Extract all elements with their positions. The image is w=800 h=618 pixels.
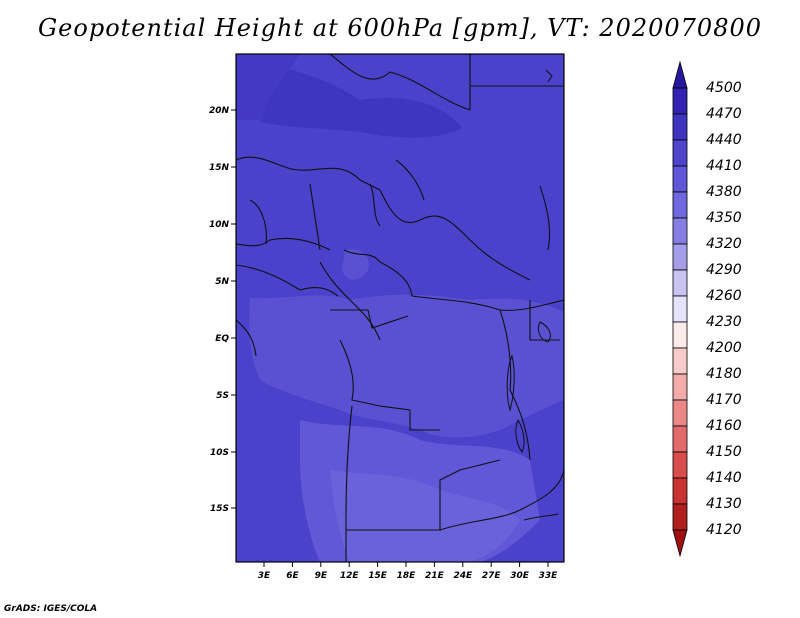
colorbar-level-label: 4350: [706, 210, 742, 226]
colorbar-segment: [672, 503, 688, 531]
colorbar-segment: [672, 373, 688, 401]
lat-label: EQ: [215, 334, 229, 344]
colorbar-level-label: 4500: [706, 80, 742, 96]
colorbar-segment: [672, 425, 688, 453]
colorbar-segment: [672, 139, 688, 167]
country-borders: [236, 54, 564, 562]
colorbar-level-label: 4470: [706, 106, 742, 122]
colorbar-level-label: 4150: [706, 444, 742, 460]
lon-label: 27E: [482, 571, 502, 581]
colorbar-segment: [672, 529, 688, 558]
colorbar-segment: [672, 243, 688, 271]
colorbar-segment: [672, 321, 688, 349]
colorbar-segment: [672, 451, 688, 479]
colorbar-level-label: 4170: [706, 392, 742, 408]
colorbar-level-label: 4380: [706, 184, 742, 200]
colorbar-segment: [672, 217, 688, 245]
lon-label: 9E: [315, 571, 328, 581]
field-lighter-equatorial: [249, 294, 564, 438]
colorbar-segment: [672, 295, 688, 323]
field-lightest-south: [330, 470, 520, 562]
map-frame: [235, 53, 565, 563]
lon-label: 30E: [510, 571, 530, 581]
lon-label: 21E: [425, 571, 445, 581]
lon-label: 15E: [368, 571, 388, 581]
colorbar-segment: [672, 191, 688, 219]
field-darker-northwest: [236, 54, 300, 120]
lat-label: 5S: [216, 391, 229, 401]
field-darker-north: [260, 60, 462, 138]
lat-label: 10S: [210, 448, 229, 458]
colorbar-level-label: 4130: [706, 496, 742, 512]
colorbar-segment: [672, 60, 688, 89]
latitude-axis: 20N 15N 10N 5N EQ 5S 10S 15S: [209, 106, 236, 514]
colorbar-segment: [672, 399, 688, 427]
lon-label: 24E: [453, 571, 473, 581]
colorbar-level-label: 4160: [706, 418, 742, 434]
colorbar-level-label: 4200: [706, 340, 742, 356]
lon-label: 12E: [340, 571, 360, 581]
colorbar: [672, 60, 688, 558]
lat-label: 20N: [209, 106, 230, 116]
longitude-axis: 3E 6E 9E 12E 15E 18E 21E 24E 27E 30E 33E: [258, 562, 558, 581]
lon-label: 3E: [258, 571, 271, 581]
colorbar-segment: [672, 113, 688, 141]
lakes: [506, 69, 553, 453]
colorbar-segment: [672, 269, 688, 297]
lat-label: 10N: [209, 220, 230, 230]
lon-label: 18E: [397, 571, 417, 581]
colorbar-segment: [672, 347, 688, 375]
lon-label: 33E: [539, 571, 559, 581]
height-field: [236, 54, 564, 562]
colorbar-segment: [672, 165, 688, 193]
lat-label: 15S: [210, 504, 229, 514]
colorbar-segment: [672, 87, 688, 115]
colorbar-level-label: 4290: [706, 262, 742, 278]
colorbar-level-label: 4260: [706, 288, 742, 304]
colorbar-level-label: 4320: [706, 236, 742, 252]
lat-label: 5N: [215, 277, 229, 287]
lat-label: 15N: [209, 163, 230, 173]
colorbar-level-label: 4440: [706, 132, 742, 148]
colorbar-level-label: 4140: [706, 470, 742, 486]
colorbar-level-label: 4410: [706, 158, 742, 174]
colorbar-level-label: 4230: [706, 314, 742, 330]
colorbar-segment: [672, 477, 688, 505]
grads-credit: GrADS: IGES/COLA: [4, 604, 98, 614]
colorbar-level-label: 4120: [706, 522, 742, 538]
lon-label: 6E: [286, 571, 299, 581]
colorbar-level-label: 4180: [706, 366, 742, 382]
chart-title: Geopotential Height at 600hPa [gpm], VT:…: [38, 14, 762, 42]
field-lighter-patch-west: [342, 249, 369, 280]
